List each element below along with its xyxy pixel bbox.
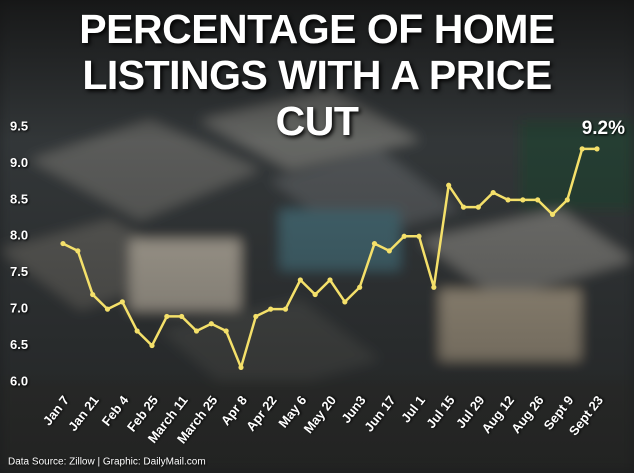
point [371, 240, 378, 247]
point [297, 277, 303, 283]
point [208, 321, 214, 327]
point [579, 146, 585, 152]
y-tick-label: 7.0 [10, 301, 28, 316]
chart-title: PERCENTAGE OF HOME LISTINGS WITH A PRICE… [79, 6, 555, 144]
point [342, 299, 348, 305]
point [564, 197, 570, 203]
point [119, 299, 125, 305]
point [179, 313, 185, 320]
point [149, 342, 155, 349]
point [90, 291, 96, 298]
point [193, 328, 200, 334]
point [223, 328, 229, 334]
point [104, 306, 111, 312]
point [327, 277, 333, 283]
point [460, 204, 467, 210]
source: Data Source: Zillow | Graphic: DailyMail… [8, 457, 206, 468]
point [60, 240, 66, 247]
value-label: 9.2% [582, 118, 625, 139]
point [505, 197, 511, 203]
point [431, 284, 437, 290]
point [134, 328, 140, 334]
y-tick-label: 8.5 [10, 191, 28, 206]
point [312, 291, 318, 298]
point [401, 233, 407, 239]
point [253, 313, 259, 320]
y-tick-label: 7.5 [10, 264, 28, 279]
y-tick-label: 6.0 [10, 373, 28, 388]
y-tick-label: 9.5 [10, 118, 28, 133]
point [490, 189, 496, 196]
point [416, 233, 422, 239]
point [75, 248, 81, 254]
point [282, 306, 289, 312]
y-tick-label: 6.5 [10, 337, 28, 352]
point [238, 364, 244, 371]
point [357, 284, 363, 290]
point [520, 197, 526, 203]
point [549, 211, 556, 218]
point [475, 204, 481, 210]
point [386, 248, 392, 254]
point [268, 306, 274, 312]
point [164, 313, 170, 320]
y-tick-label: 8.0 [10, 228, 28, 243]
point [594, 146, 600, 152]
point [446, 182, 452, 188]
point [535, 197, 541, 203]
y-tick-label: 9.0 [10, 155, 28, 170]
